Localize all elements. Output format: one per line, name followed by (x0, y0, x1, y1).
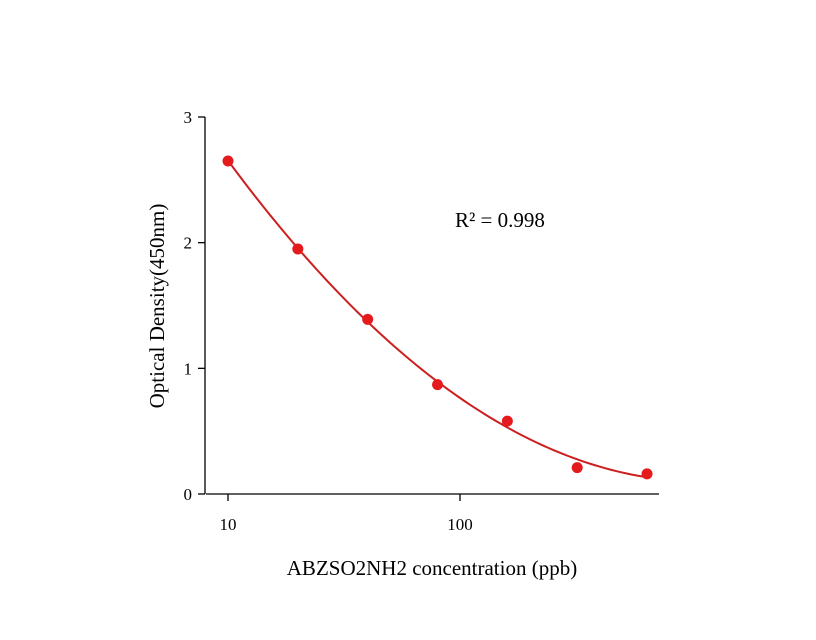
data-point (571, 462, 583, 474)
y-tick-label: 0 (184, 485, 193, 504)
y-tick-label: 2 (184, 234, 193, 253)
y-axis: 0 1 2 3 (184, 108, 206, 504)
data-point (501, 415, 513, 427)
y-tick-label: 1 (184, 359, 193, 378)
data-point (432, 379, 444, 391)
x-axis: 10 100 (206, 493, 659, 534)
y-axis-title: Optical Density(450nm) (145, 204, 169, 409)
data-point (292, 243, 304, 255)
x-tick-label: 100 (447, 515, 473, 534)
x-ticks: 10 100 (220, 494, 473, 534)
y-tick-label: 3 (184, 108, 193, 127)
x-axis-title: ABZSO2NH2 concentration (ppb) (287, 556, 577, 580)
fit-curve (227, 159, 648, 479)
data-point (222, 155, 234, 167)
r-squared-annotation: R² = 0.998 (455, 208, 545, 232)
x-tick-label: 10 (220, 515, 237, 534)
data-points (222, 155, 653, 480)
y-ticks: 0 1 2 3 (184, 108, 205, 504)
data-point (641, 468, 653, 480)
data-point (362, 313, 374, 325)
